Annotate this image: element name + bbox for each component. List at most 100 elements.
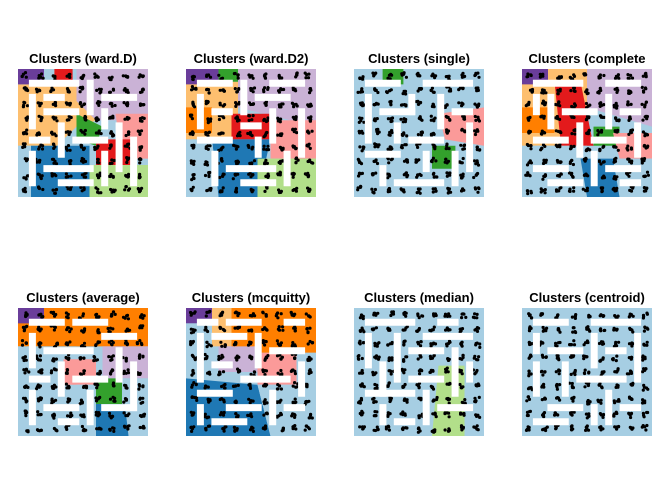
data-point: [642, 170, 651, 179]
data-point: [218, 88, 226, 93]
data-point: [555, 396, 562, 402]
data-point: [431, 171, 439, 179]
data-point: [599, 186, 605, 194]
data-point: [584, 412, 591, 420]
data-point: [640, 157, 647, 165]
data-point: [23, 409, 29, 418]
data-point: [556, 327, 562, 334]
data-point: [262, 86, 270, 94]
data-point: [357, 339, 366, 346]
data-point: [628, 326, 635, 334]
maze-walls: [364, 318, 474, 426]
data-point: [123, 338, 130, 347]
data-point: [527, 129, 533, 135]
data-point: [370, 187, 377, 195]
data-point: [94, 129, 103, 136]
data-point: [262, 382, 269, 388]
data-point: [472, 159, 481, 167]
data-point: [627, 115, 633, 122]
data-point: [358, 409, 365, 417]
data-point: [307, 115, 313, 123]
data-point: [123, 115, 131, 121]
data-point: [555, 158, 563, 165]
data-point: [541, 411, 547, 419]
data-point: [539, 187, 547, 195]
data-point: [373, 87, 380, 95]
data-point: [94, 410, 102, 418]
data-point: [358, 145, 366, 153]
cluster-region: [186, 139, 219, 197]
data-point: [92, 355, 99, 363]
data-point: [137, 172, 142, 180]
data-point: [234, 159, 240, 166]
data-point: [553, 411, 560, 417]
data-point: [261, 368, 268, 377]
data-point: [357, 129, 365, 135]
data-point: [457, 156, 465, 165]
data-point: [122, 397, 129, 404]
data-point: [430, 72, 438, 80]
data-point: [386, 340, 394, 347]
data-point: [370, 171, 378, 177]
data-point: [554, 340, 562, 348]
data-point: [444, 326, 452, 332]
data-point: [249, 187, 255, 194]
data-point: [64, 172, 73, 179]
data-point: [189, 185, 195, 193]
data-point: [386, 156, 394, 165]
data-point: [458, 353, 465, 361]
data-point: [233, 87, 241, 94]
data-point: [400, 71, 408, 79]
data-point: [204, 99, 210, 106]
data-point: [189, 425, 196, 433]
data-point: [203, 412, 211, 420]
data-point: [23, 384, 30, 389]
data-point: [65, 72, 72, 79]
data-point: [78, 101, 87, 108]
data-point: [306, 158, 315, 165]
data-point: [261, 310, 268, 318]
data-point: [555, 353, 561, 362]
data-point: [460, 187, 466, 193]
data-point: [204, 309, 212, 318]
data-point: [474, 341, 482, 349]
data-point: [262, 116, 270, 124]
data-point: [641, 367, 648, 374]
data-point: [65, 87, 71, 94]
data-point: [471, 368, 479, 376]
data-point: [276, 132, 284, 138]
data-point: [108, 395, 117, 403]
data-point: [109, 310, 117, 318]
data-point: [642, 143, 650, 150]
data-point: [556, 87, 562, 96]
data-point: [432, 312, 438, 318]
data-point: [249, 86, 257, 94]
data-point: [262, 144, 271, 152]
data-point: [275, 353, 284, 361]
data-point: [217, 353, 225, 361]
data-point: [307, 368, 313, 376]
data-point: [640, 85, 648, 94]
maze-walls: [196, 79, 306, 187]
data-point: [78, 369, 86, 377]
data-point: [306, 102, 313, 108]
data-point: [474, 86, 480, 93]
data-point: [304, 312, 312, 319]
data-point: [358, 75, 365, 81]
data-point: [525, 395, 532, 403]
data-point: [109, 187, 117, 194]
data-point: [64, 130, 72, 137]
data-point: [541, 173, 548, 181]
data-point: [216, 157, 224, 165]
data-point: [584, 147, 592, 153]
data-point: [417, 368, 424, 376]
data-point: [598, 425, 605, 432]
data-point: [402, 355, 409, 363]
data-point: [428, 325, 436, 333]
data-point: [122, 424, 131, 431]
data-point: [290, 412, 297, 419]
data-point: [554, 129, 563, 135]
data-point: [641, 114, 650, 122]
data-point: [458, 382, 465, 390]
